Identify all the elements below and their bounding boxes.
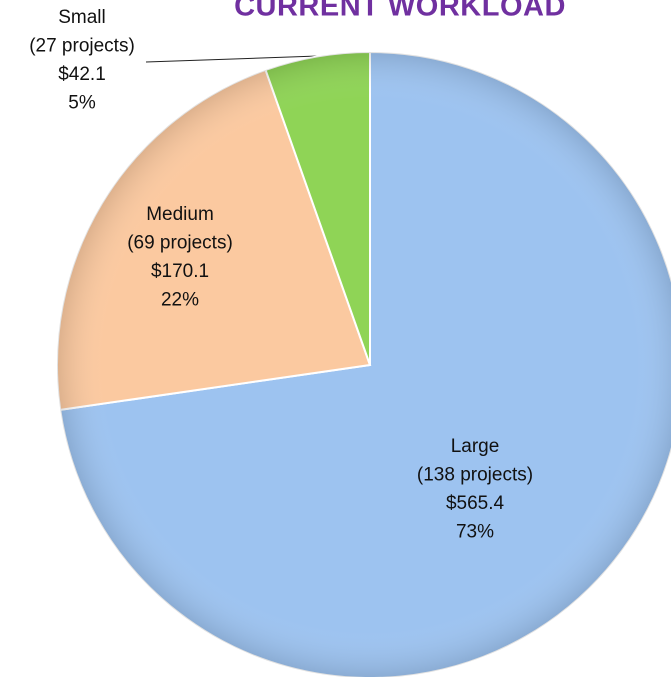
slice-label: Medium [146,204,214,225]
slice-label: 22% [161,290,199,311]
slice-label: Large [451,436,500,457]
slice-label: 5% [68,93,96,114]
slice-label: (69 projects) [127,233,233,254]
chart-title: CURRENT WORKLOAD [234,0,566,23]
slice-label: $42.1 [58,64,106,85]
slice-label: (138 projects) [417,465,533,486]
slice-label: $565.4 [446,493,505,514]
slice-label: $170.1 [151,261,209,282]
slice-label: (27 projects) [29,36,135,57]
slice-label: 73% [456,522,494,543]
slice-label: Small [58,7,106,28]
